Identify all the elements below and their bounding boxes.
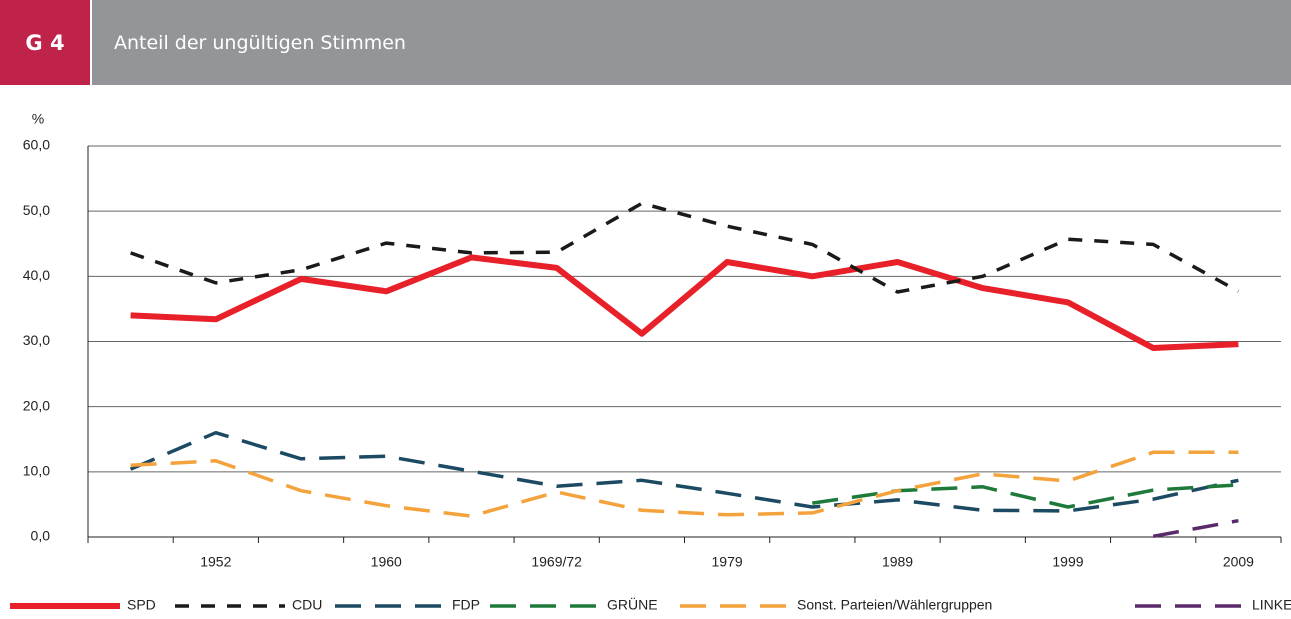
series-line	[130, 201, 1240, 294]
legend-label: SPD	[127, 597, 156, 613]
y-tick-label: 20,0	[23, 397, 50, 413]
series-line	[130, 450, 1239, 518]
title: Anteil der ungültigen Stimmen	[114, 31, 406, 54]
x-tick-label: 1999	[1052, 554, 1083, 570]
y-tick-label: 60,0	[23, 137, 50, 153]
legend-label: Sonst. Parteien/Wählergruppen	[797, 597, 992, 613]
badge: G 4	[0, 0, 90, 85]
legend-label: CDU	[292, 597, 322, 613]
y-tick-label: 40,0	[23, 267, 50, 283]
x-tick-label: 2009	[1223, 554, 1254, 570]
y-tick-label: 0,0	[31, 528, 51, 544]
series-line	[130, 254, 1239, 351]
y-axis-label: %	[32, 111, 44, 127]
y-tick-label: 10,0	[23, 463, 50, 479]
x-tick-label: 1989	[882, 554, 913, 570]
title-bar: Anteil der ungültigen Stimmen	[92, 0, 1291, 85]
x-tick-label: 1969/72	[531, 554, 582, 570]
series-line	[129, 430, 1239, 513]
x-tick-label: 1952	[200, 554, 231, 570]
series-line	[812, 483, 1239, 509]
x-tick-label: 1979	[712, 554, 743, 570]
legend-label: FDP	[452, 597, 480, 613]
legend-label: LINKE	[1252, 597, 1291, 613]
y-tick-label: 30,0	[23, 332, 50, 348]
x-tick-label: 1960	[371, 554, 402, 570]
y-tick-label: 50,0	[23, 202, 50, 218]
series-line	[1152, 518, 1239, 539]
legend-label: GRÜNE	[607, 596, 658, 613]
